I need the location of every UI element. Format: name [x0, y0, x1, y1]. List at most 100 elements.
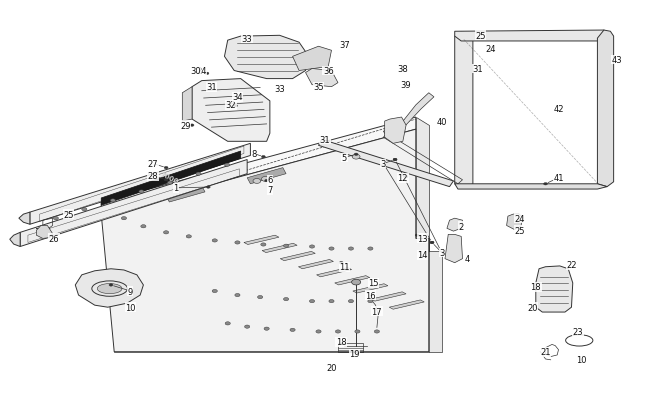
Circle shape — [261, 156, 265, 158]
Text: 3: 3 — [439, 248, 445, 258]
Text: 16: 16 — [365, 291, 376, 300]
Text: 20: 20 — [527, 303, 538, 312]
Text: 30: 30 — [190, 67, 201, 76]
Polygon shape — [306, 69, 338, 87]
Text: 29: 29 — [180, 122, 191, 130]
Polygon shape — [455, 31, 610, 42]
Circle shape — [265, 180, 268, 182]
Text: 38: 38 — [397, 65, 408, 74]
Polygon shape — [101, 118, 416, 215]
Text: 39: 39 — [401, 81, 411, 90]
Text: 25: 25 — [514, 226, 525, 235]
Text: 19: 19 — [349, 350, 359, 358]
Circle shape — [53, 217, 58, 220]
Text: 33: 33 — [242, 34, 253, 43]
Circle shape — [190, 125, 194, 127]
Circle shape — [393, 159, 397, 161]
Text: 36: 36 — [323, 67, 333, 76]
Polygon shape — [10, 233, 20, 247]
Text: 43: 43 — [612, 56, 622, 65]
Circle shape — [82, 208, 87, 211]
Polygon shape — [75, 269, 144, 307]
Text: 21: 21 — [540, 347, 551, 356]
Circle shape — [374, 330, 380, 333]
Circle shape — [164, 167, 168, 169]
Circle shape — [283, 298, 289, 301]
Text: 24: 24 — [196, 67, 207, 76]
Circle shape — [335, 330, 341, 333]
Text: 18: 18 — [336, 337, 346, 346]
Polygon shape — [597, 31, 614, 187]
Text: 7000: 7000 — [159, 171, 179, 185]
Text: 10: 10 — [576, 356, 586, 364]
Polygon shape — [298, 260, 333, 269]
Circle shape — [206, 186, 210, 189]
Circle shape — [139, 190, 144, 194]
Text: 22: 22 — [566, 260, 577, 270]
Text: 25: 25 — [64, 210, 74, 219]
Circle shape — [309, 245, 315, 249]
Circle shape — [352, 279, 361, 285]
Text: 28: 28 — [148, 172, 159, 181]
Polygon shape — [182, 87, 192, 122]
Circle shape — [393, 159, 397, 161]
Polygon shape — [262, 244, 297, 253]
Text: 42: 42 — [553, 105, 564, 114]
Circle shape — [164, 179, 168, 181]
Polygon shape — [192, 79, 270, 142]
Text: 7: 7 — [267, 186, 272, 195]
Text: 31: 31 — [472, 65, 483, 74]
Text: 31: 31 — [206, 83, 217, 92]
Circle shape — [352, 155, 360, 160]
Circle shape — [354, 153, 358, 156]
Text: 6: 6 — [267, 176, 272, 185]
Polygon shape — [101, 130, 429, 352]
Circle shape — [186, 235, 191, 239]
Circle shape — [261, 177, 269, 182]
Circle shape — [264, 327, 269, 330]
Circle shape — [253, 179, 261, 184]
Circle shape — [404, 176, 408, 178]
Circle shape — [224, 164, 229, 167]
Ellipse shape — [98, 284, 122, 294]
Text: 35: 35 — [313, 83, 324, 92]
Circle shape — [233, 105, 237, 108]
Polygon shape — [318, 140, 454, 187]
Polygon shape — [455, 33, 473, 188]
Text: 32: 32 — [226, 101, 236, 110]
Text: 31: 31 — [320, 135, 330, 145]
Circle shape — [257, 296, 263, 299]
Polygon shape — [244, 236, 279, 245]
Text: 24: 24 — [514, 214, 525, 223]
Text: 4: 4 — [465, 254, 471, 264]
Circle shape — [212, 239, 217, 243]
Polygon shape — [166, 186, 205, 202]
Polygon shape — [20, 160, 247, 247]
Polygon shape — [447, 219, 463, 232]
Polygon shape — [506, 214, 523, 230]
Text: 2: 2 — [459, 222, 464, 231]
Polygon shape — [371, 292, 406, 301]
Polygon shape — [536, 266, 573, 312]
Circle shape — [309, 300, 315, 303]
Text: 25: 25 — [475, 32, 486, 40]
Polygon shape — [224, 36, 309, 79]
Polygon shape — [36, 226, 53, 239]
Circle shape — [244, 325, 250, 328]
Text: 1: 1 — [173, 184, 179, 193]
Circle shape — [368, 300, 373, 303]
Text: 3: 3 — [381, 160, 386, 168]
Text: 9: 9 — [128, 287, 133, 296]
Polygon shape — [19, 213, 30, 225]
Text: 23: 23 — [573, 327, 583, 336]
Text: 8: 8 — [251, 149, 256, 158]
Text: 17: 17 — [372, 307, 382, 316]
Text: 26: 26 — [49, 234, 59, 243]
Circle shape — [225, 322, 230, 325]
Text: 33: 33 — [274, 85, 285, 94]
Circle shape — [111, 199, 116, 202]
Circle shape — [122, 217, 127, 220]
Circle shape — [212, 290, 217, 293]
Text: 27: 27 — [148, 160, 159, 168]
Circle shape — [164, 231, 169, 234]
